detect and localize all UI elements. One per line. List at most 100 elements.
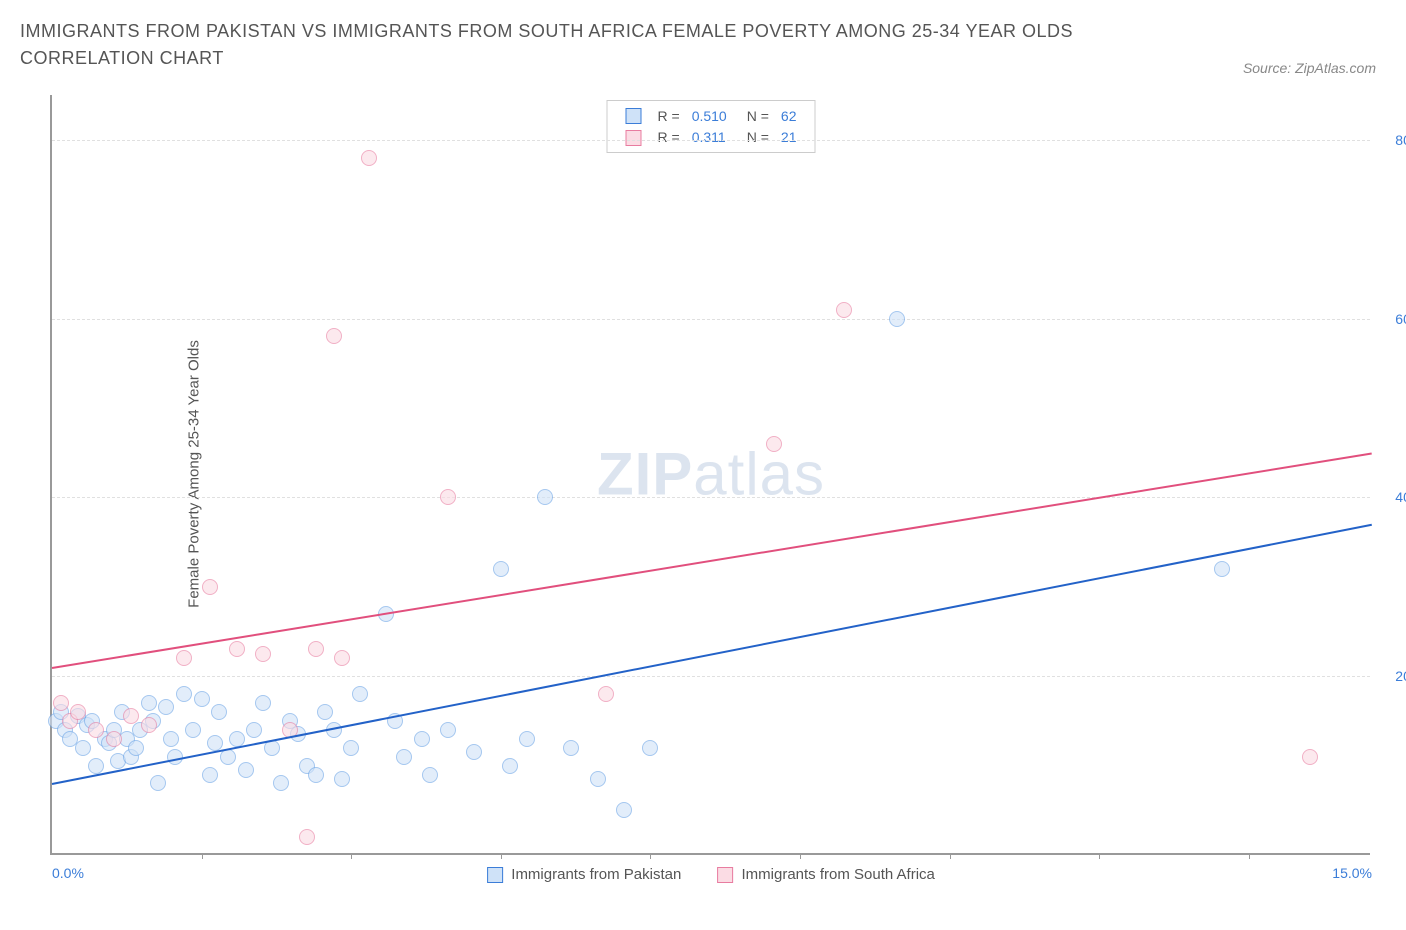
scatter-point-pakistan (202, 767, 218, 783)
x-tick (1249, 853, 1250, 859)
scatter-point-pakistan (414, 731, 430, 747)
legend-series-item: Immigrants from South Africa (717, 866, 935, 883)
legend-series-label: Immigrants from Pakistan (511, 866, 681, 883)
legend-series-label: Immigrants from South Africa (741, 866, 934, 883)
gridline (52, 497, 1370, 498)
gridline (52, 319, 1370, 320)
scatter-point-south_africa (229, 641, 245, 657)
x-tick (351, 853, 352, 859)
x-tick (950, 853, 951, 859)
scatter-point-pakistan (158, 699, 174, 715)
scatter-point-south_africa (141, 717, 157, 733)
scatter-point-pakistan (519, 731, 535, 747)
legend-series: Immigrants from Pakistan Immigrants from… (469, 866, 953, 883)
legend-r-value: 0.510 (686, 105, 733, 126)
plot-area: Female Poverty Among 25-34 Year Olds ZIP… (50, 95, 1370, 855)
y-tick-label: 60.0% (1395, 311, 1406, 327)
scatter-point-south_africa (598, 686, 614, 702)
scatter-point-pakistan (590, 771, 606, 787)
scatter-point-pakistan (163, 731, 179, 747)
scatter-point-south_africa (836, 302, 852, 318)
y-tick-label: 80.0% (1395, 132, 1406, 148)
scatter-point-pakistan (440, 722, 456, 738)
scatter-point-pakistan (466, 744, 482, 760)
scatter-point-pakistan (75, 740, 91, 756)
trend-line-south_africa (52, 453, 1372, 670)
legend-n-value: 21 (775, 126, 803, 147)
scatter-point-pakistan (493, 561, 509, 577)
scatter-point-south_africa (361, 150, 377, 166)
legend-stats-table: R =0.510N =62R =0.311N =21 (620, 105, 803, 148)
scatter-point-pakistan (502, 758, 518, 774)
scatter-point-pakistan (141, 695, 157, 711)
legend-n-label: N = (733, 105, 775, 126)
legend-series-item: Immigrants from Pakistan (487, 866, 681, 883)
scatter-point-pakistan (150, 775, 166, 791)
scatter-point-pakistan (176, 686, 192, 702)
chart-title: IMMIGRANTS FROM PAKISTAN VS IMMIGRANTS F… (20, 18, 1120, 72)
x-tick-label: 15.0% (1332, 865, 1372, 881)
scatter-point-pakistan (255, 695, 271, 711)
x-tick (800, 853, 801, 859)
scatter-point-south_africa (440, 489, 456, 505)
scatter-point-pakistan (422, 767, 438, 783)
y-tick-label: 40.0% (1395, 489, 1406, 505)
scatter-point-pakistan (343, 740, 359, 756)
scatter-point-pakistan (88, 758, 104, 774)
legend-n-value: 62 (775, 105, 803, 126)
scatter-point-pakistan (396, 749, 412, 765)
scatter-point-pakistan (317, 704, 333, 720)
scatter-point-south_africa (70, 704, 86, 720)
scatter-point-south_africa (106, 731, 122, 747)
source-label: Source: ZipAtlas.com (1243, 60, 1376, 76)
scatter-point-pakistan (616, 802, 632, 818)
x-tick (202, 853, 203, 859)
scatter-point-south_africa (176, 650, 192, 666)
x-tick (501, 853, 502, 859)
legend-r-value: 0.311 (686, 126, 733, 147)
scatter-point-south_africa (123, 708, 139, 724)
scatter-point-pakistan (334, 771, 350, 787)
trend-line-pakistan (52, 524, 1372, 785)
x-tick (650, 853, 651, 859)
scatter-point-south_africa (255, 646, 271, 662)
legend-swatch (626, 108, 642, 124)
scatter-point-pakistan (185, 722, 201, 738)
legend-n-label: N = (733, 126, 775, 147)
legend-stats-row: R =0.311N =21 (620, 126, 803, 147)
scatter-point-pakistan (273, 775, 289, 791)
scatter-point-south_africa (326, 328, 342, 344)
x-tick (1099, 853, 1100, 859)
scatter-point-south_africa (766, 436, 782, 452)
legend-r-label: R = (652, 105, 686, 126)
scatter-point-south_africa (334, 650, 350, 666)
legend-stats-row: R =0.510N =62 (620, 105, 803, 126)
scatter-point-pakistan (563, 740, 579, 756)
scatter-point-pakistan (308, 767, 324, 783)
legend-swatch (717, 867, 733, 883)
scatter-point-south_africa (202, 579, 218, 595)
scatter-point-pakistan (211, 704, 227, 720)
scatter-point-south_africa (53, 695, 69, 711)
scatter-point-south_africa (308, 641, 324, 657)
scatter-point-pakistan (238, 762, 254, 778)
scatter-point-pakistan (128, 740, 144, 756)
x-tick-label: 0.0% (52, 865, 84, 881)
scatter-point-south_africa (299, 829, 315, 845)
legend-r-label: R = (652, 126, 686, 147)
scatter-point-pakistan (352, 686, 368, 702)
y-axis-label: Female Poverty Among 25-34 Year Olds (185, 340, 202, 608)
gridline (52, 140, 1370, 141)
scatter-point-pakistan (246, 722, 262, 738)
scatter-point-south_africa (1302, 749, 1318, 765)
legend-swatch (626, 130, 642, 146)
legend-stats: R =0.510N =62R =0.311N =21 (607, 100, 816, 153)
legend-swatch (487, 867, 503, 883)
scatter-point-pakistan (889, 311, 905, 327)
scatter-point-pakistan (1214, 561, 1230, 577)
gridline (52, 676, 1370, 677)
scatter-point-pakistan (642, 740, 658, 756)
scatter-point-pakistan (229, 731, 245, 747)
scatter-point-pakistan (194, 691, 210, 707)
scatter-point-pakistan (537, 489, 553, 505)
